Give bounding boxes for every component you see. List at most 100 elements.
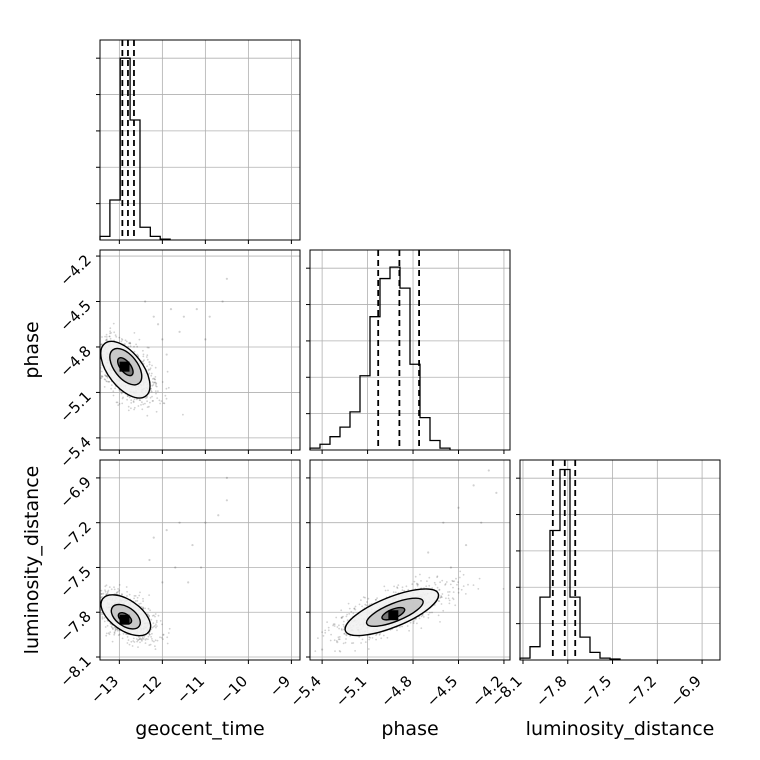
scatter-point (340, 616, 343, 619)
scatter-point (152, 625, 155, 628)
scatter-point (108, 380, 110, 383)
scatter-point (106, 377, 109, 379)
outlier-point (225, 277, 228, 280)
scatter-point (125, 340, 128, 343)
outlier-point (178, 521, 181, 524)
panel-background (310, 460, 510, 660)
scatter-point (136, 640, 139, 643)
scatter-point (106, 375, 108, 378)
scatter-point (133, 345, 135, 348)
histogram-step (309, 266, 451, 450)
scatter-point (133, 641, 136, 643)
scatter-point (348, 613, 351, 615)
scatter-point (438, 589, 441, 591)
outlier-point (174, 566, 177, 569)
outlier-point (204, 338, 207, 341)
scatter-point (104, 585, 107, 588)
scatter-point (146, 354, 149, 357)
outlier-point (148, 361, 151, 364)
scatter-point (149, 368, 151, 371)
scatter-point (138, 399, 141, 401)
scatter-point (321, 631, 323, 633)
scatter-point (142, 600, 145, 602)
scatter-point (100, 596, 103, 599)
scatter-point (118, 633, 121, 636)
scatter-point (128, 643, 131, 646)
scatter-point (151, 378, 154, 380)
scatter-point (448, 591, 451, 593)
scatter-point (341, 616, 343, 618)
scatter-point (126, 395, 129, 397)
scatter-point (149, 367, 152, 370)
scatter-point (337, 636, 340, 639)
scatter-point (127, 409, 130, 412)
scatter-point (160, 400, 163, 402)
scatter-point (127, 342, 130, 344)
scatter-point (148, 372, 151, 375)
scatter-point (135, 638, 138, 640)
scatter-point (375, 634, 377, 636)
scatter-point (142, 360, 145, 363)
scatter-point (142, 355, 145, 358)
scatter-point (130, 402, 133, 404)
scatter-point (142, 638, 145, 640)
scatter-point (335, 640, 338, 642)
scatter-point (167, 386, 170, 389)
scatter-point (147, 346, 150, 349)
scatter-point (371, 637, 374, 639)
scatter-point (376, 597, 378, 599)
scatter-point (105, 333, 108, 336)
outlier-point (225, 476, 228, 480)
scatter-point (148, 633, 151, 636)
scatter-point (154, 381, 156, 384)
scatter-point (159, 620, 162, 622)
scatter-point (103, 378, 106, 380)
scatter-point (393, 585, 395, 588)
scatter-point (105, 593, 108, 595)
scatter-point (394, 591, 397, 594)
scatter-point (151, 638, 153, 640)
scatter-point (164, 394, 167, 397)
scatter-point (358, 603, 361, 606)
scatter-point (367, 648, 370, 650)
scatter-point (121, 593, 123, 595)
scatter-point (113, 586, 115, 589)
scatter-point (477, 588, 480, 590)
scatter-point (106, 592, 109, 594)
scatter-point (118, 336, 121, 339)
scatter-point (155, 385, 158, 388)
scatter-point (141, 408, 144, 411)
scatter-point (412, 622, 415, 624)
scatter-point (124, 339, 127, 342)
scatter-point (445, 597, 447, 600)
panel-frame (519, 459, 721, 661)
scatter-point (151, 626, 154, 629)
scatter-point (125, 633, 127, 635)
x-axis-title-luminosity-distance: luminosity_distance (526, 718, 715, 740)
scatter-point (327, 626, 330, 629)
scatter-point (352, 642, 355, 644)
scatter-point (126, 398, 128, 401)
outlier-point (161, 581, 164, 584)
scatter-point (416, 582, 418, 585)
scatter-point (151, 632, 153, 635)
scatter-point (358, 636, 361, 638)
scatter-point (449, 583, 452, 586)
scatter-point (117, 634, 120, 637)
scatter-point (436, 586, 439, 589)
scatter-point (132, 637, 135, 640)
scatter-point (108, 335, 111, 338)
outlier-point (182, 315, 185, 318)
scatter-point (344, 641, 347, 644)
scatter-point (338, 638, 341, 641)
scatter-point (116, 591, 119, 594)
scatter-point (445, 581, 448, 583)
scatter-point (350, 610, 353, 613)
scatter-point (162, 402, 165, 404)
y-axis-title-phase: phase (21, 321, 43, 378)
panel-frame (309, 459, 511, 661)
scatter-point (154, 376, 157, 378)
scatter-point (108, 586, 111, 588)
scatter-point (467, 583, 469, 586)
scatter-point (333, 623, 336, 626)
